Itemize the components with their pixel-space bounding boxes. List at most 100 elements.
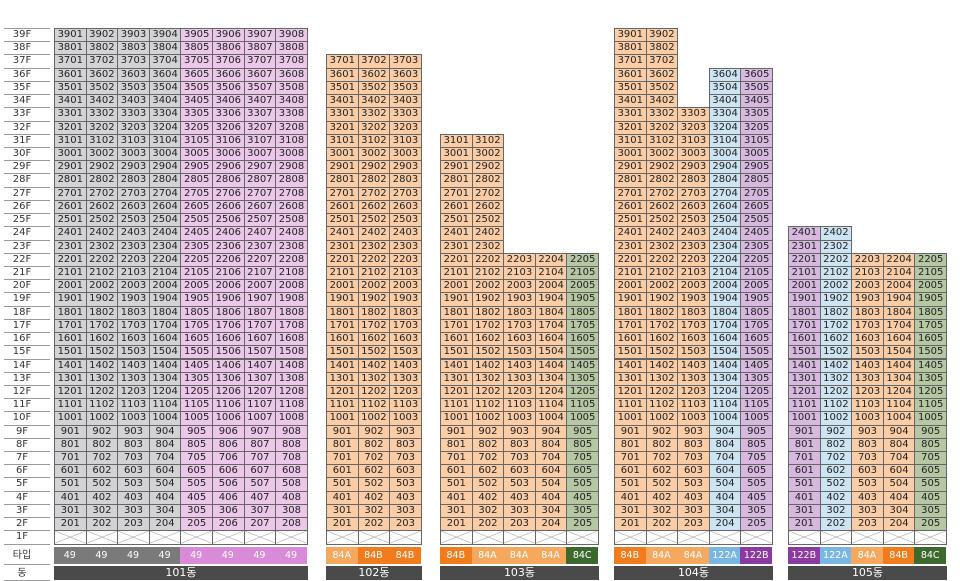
unit-cell: 3704: [148, 54, 182, 69]
unit-cell: 1807: [243, 305, 277, 320]
piloti-cross-icon: [915, 531, 946, 543]
unit-cell: 2702: [357, 186, 391, 201]
unit-cell: 203: [389, 517, 422, 532]
unit-cell: 2308: [275, 239, 308, 254]
unit-cell: 1403: [677, 358, 710, 373]
unit-cell: 302: [357, 503, 391, 519]
piloti-cross-icon: [615, 531, 646, 543]
unit-cell: 1304: [148, 371, 182, 386]
unit-cell: 3202: [85, 120, 119, 135]
unit-cell: 2501: [614, 213, 647, 228]
unit-cell: 1105: [914, 398, 947, 413]
unit-cell: 3002: [471, 146, 505, 162]
unit-cell: 802: [85, 437, 119, 453]
unit-cell: 3101: [614, 133, 647, 148]
unit-cell: 2804: [148, 173, 182, 188]
floor-separator: [4, 67, 50, 69]
unit-cell: 1802: [471, 305, 505, 320]
unit-cell: 208: [275, 517, 308, 532]
piloti-cell: [708, 530, 742, 545]
unit-cell: 2101: [788, 265, 821, 281]
unit-cell: 502: [645, 477, 679, 492]
unit-cell: 1403: [503, 358, 536, 373]
unit-cell: 702: [357, 451, 391, 466]
type-row-label: 타입: [12, 549, 32, 561]
unit-cell: 902: [357, 424, 391, 439]
unit-cell: 2502: [357, 213, 391, 228]
unit-cell: 2907: [243, 160, 277, 175]
unit-cell: 403: [389, 490, 422, 505]
unit-cell: 1707: [243, 318, 277, 334]
unit-cell: 902: [85, 424, 119, 439]
unit-cell: 2102: [645, 265, 679, 281]
unit-cell: 1701: [788, 318, 821, 334]
unit-cell: 904: [708, 424, 742, 439]
piloti-cell: [440, 530, 473, 545]
type-cell: 49: [54, 546, 87, 564]
floor-label: 3F: [15, 504, 29, 516]
unit-cell: 505: [180, 477, 213, 492]
unit-cell: 2207: [243, 252, 277, 267]
unit-cell: 2101: [440, 265, 473, 281]
unit-cell: 2004: [534, 279, 568, 294]
floor-separator: [4, 563, 50, 565]
unit-cell: 1601: [614, 332, 647, 347]
unit-cell: 1501: [54, 345, 87, 360]
unit-cell: 2502: [85, 213, 119, 228]
unit-cell: 1303: [389, 371, 422, 386]
unit-cell: 1605: [914, 332, 947, 347]
unit-cell: 3402: [357, 94, 391, 109]
unit-cell: 804: [148, 437, 182, 453]
unit-cell: 2205: [740, 252, 773, 267]
unit-cell: 205: [914, 517, 947, 532]
unit-cell: 1605: [180, 332, 213, 347]
unit-cell: 504: [708, 477, 742, 492]
unit-cell: 2002: [819, 279, 853, 294]
type-cell: 49: [212, 546, 245, 564]
floor-separator: [4, 332, 50, 334]
unit-cell: 2403: [389, 226, 422, 241]
unit-cell: 3107: [243, 133, 277, 148]
unit-cell: 1405: [914, 358, 947, 373]
unit-cell: 207: [243, 517, 277, 532]
unit-cell: 305: [914, 503, 947, 519]
unit-cell: 2208: [275, 252, 308, 267]
unit-cell: 203: [677, 517, 710, 532]
unit-cell: 2104: [534, 265, 568, 281]
unit-cell: 1502: [819, 345, 853, 360]
unit-cell: 1708: [275, 318, 308, 334]
unit-cell: 1601: [788, 332, 821, 347]
unit-cell: 1102: [357, 398, 391, 413]
unit-cell: 2505: [740, 213, 773, 228]
unit-cell: 2301: [326, 239, 359, 254]
unit-cell: 407: [243, 490, 277, 505]
unit-cell: 406: [212, 490, 245, 505]
unit-cell: 3304: [148, 107, 182, 122]
unit-cell: 304: [148, 503, 182, 519]
unit-cell: 401: [54, 490, 87, 505]
unit-cell: 1005: [740, 411, 773, 426]
unit-cell: 705: [180, 451, 213, 466]
dong-label: 105동: [788, 565, 947, 580]
unit-cell: 1704: [708, 318, 742, 334]
unit-cell: 1206: [212, 384, 245, 400]
unit-cell: 902: [819, 424, 853, 439]
unit-cell: 3502: [85, 80, 119, 96]
unit-cell: 3601: [614, 67, 647, 82]
unit-cell: 3701: [54, 54, 87, 69]
unit-cell: 1905: [566, 292, 599, 307]
unit-cell: 1007: [243, 411, 277, 426]
unit-cell: 1702: [471, 318, 505, 334]
unit-cell: 3702: [357, 54, 391, 69]
unit-cell: 2004: [882, 279, 916, 294]
unit-cell: 3407: [243, 94, 277, 109]
unit-cell: 701: [788, 451, 821, 466]
unit-cell: 1002: [357, 411, 391, 426]
unit-cell: 1902: [357, 292, 391, 307]
floor-separator: [4, 173, 50, 175]
floor-separator: [4, 160, 50, 162]
unit-cell: 2302: [819, 239, 853, 254]
unit-cell: 3005: [180, 146, 213, 162]
unit-cell: 2903: [677, 160, 710, 175]
floor-label: 10F: [12, 412, 32, 424]
